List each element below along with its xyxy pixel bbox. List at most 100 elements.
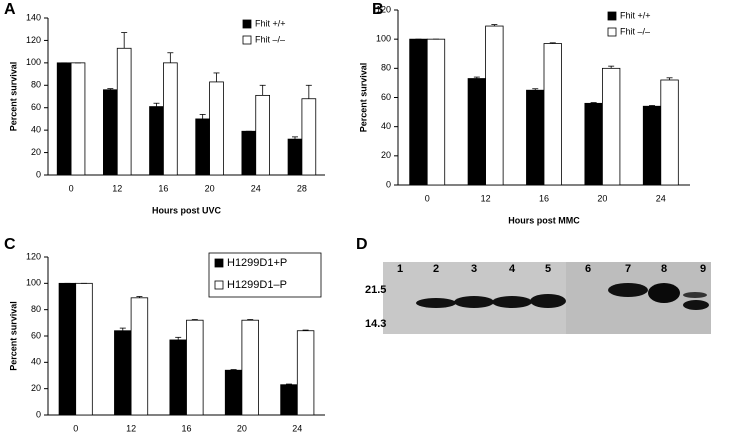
lane-label: 5 xyxy=(545,263,551,275)
bar xyxy=(241,319,259,416)
legend-label: H1299D1+P xyxy=(227,257,287,269)
bar xyxy=(485,25,504,186)
error-bar xyxy=(285,383,292,385)
y-axis-label: Percent survival xyxy=(8,301,18,371)
legend-swatch xyxy=(607,11,617,21)
x-axis-label: Hours post UVC xyxy=(152,445,222,447)
bar xyxy=(56,62,72,176)
error-bar xyxy=(213,72,220,82)
legend-swatch xyxy=(242,19,252,29)
y-tick-label: 120 xyxy=(376,4,391,14)
lane-label: 1 xyxy=(397,263,403,275)
bar xyxy=(114,330,132,416)
bar xyxy=(241,130,257,176)
band xyxy=(416,298,456,308)
marker-label: 14.3 xyxy=(365,318,386,330)
x-tick-label: 16 xyxy=(158,183,168,193)
bar xyxy=(75,282,93,416)
error-bar xyxy=(167,52,174,63)
error-bar xyxy=(608,65,615,69)
x-axis-label: Hours post UVC xyxy=(152,205,222,215)
error-bar xyxy=(107,88,114,90)
bar xyxy=(296,330,315,416)
gel-image-part xyxy=(566,262,711,334)
bar xyxy=(163,62,178,176)
legend-frame xyxy=(208,252,322,298)
bar xyxy=(642,105,662,186)
lane-label: 9 xyxy=(700,263,706,275)
error-bar xyxy=(191,319,198,321)
legend-swatch xyxy=(607,27,617,37)
bar xyxy=(209,81,224,176)
bar xyxy=(255,94,271,176)
lane-label: 7 xyxy=(625,263,631,275)
y-tick-label: 140 xyxy=(26,12,41,22)
bar xyxy=(186,319,204,416)
y-tick-label: 60 xyxy=(381,92,391,102)
error-bar xyxy=(666,77,673,80)
x-tick-label: 24 xyxy=(656,193,666,203)
error-bar xyxy=(230,369,237,371)
error-bar xyxy=(473,76,480,79)
error-bar xyxy=(119,327,126,331)
y-tick-label: 40 xyxy=(381,121,391,131)
error-bar xyxy=(175,336,182,340)
y-tick-label: 20 xyxy=(31,147,41,157)
marker-label: 21.5 xyxy=(365,284,386,296)
error-bar xyxy=(199,114,206,119)
panel-label: A xyxy=(4,1,16,18)
error-bar xyxy=(136,296,143,298)
error-bar xyxy=(649,105,656,107)
y-tick-label: 40 xyxy=(31,357,41,367)
lane-label: 4 xyxy=(509,263,516,275)
error-bar xyxy=(291,136,298,140)
x-tick-label: 0 xyxy=(73,423,78,433)
lane-label: 2 xyxy=(433,263,439,275)
y-tick-label: 60 xyxy=(31,102,41,112)
bar xyxy=(409,38,428,186)
lane-label: 3 xyxy=(471,263,477,275)
y-tick-label: 20 xyxy=(381,150,391,160)
y-tick-label: 80 xyxy=(31,80,41,90)
bar xyxy=(280,384,298,416)
bar xyxy=(584,102,603,186)
error-bar xyxy=(153,102,160,107)
y-tick-label: 100 xyxy=(26,57,41,67)
band xyxy=(492,296,532,308)
error-bar xyxy=(590,102,597,104)
x-tick-label: 20 xyxy=(237,423,247,433)
x-tick-label: 16 xyxy=(539,193,549,203)
gel-panel: D xyxy=(356,236,711,334)
error-bar xyxy=(549,42,556,44)
legend-swatch xyxy=(214,280,224,290)
y-tick-label: 80 xyxy=(381,63,391,73)
y-tick-label: 0 xyxy=(36,409,41,419)
error-bar xyxy=(247,319,254,321)
y-tick-label: 100 xyxy=(376,34,391,44)
band xyxy=(648,283,680,303)
x-tick-label: 12 xyxy=(126,423,136,433)
bar xyxy=(130,297,149,416)
bar xyxy=(467,78,486,186)
panel-label: C xyxy=(4,236,16,253)
x-tick-label: 20 xyxy=(597,193,607,203)
y-axis-label: Percent survival xyxy=(8,62,18,132)
legend-label: Fhit –/– xyxy=(620,26,650,36)
y-tick-label: 0 xyxy=(386,179,391,189)
error-bar xyxy=(121,32,128,49)
y-tick-label: 20 xyxy=(31,383,41,393)
error-bar xyxy=(491,24,498,27)
bar xyxy=(58,282,77,416)
band xyxy=(454,296,494,308)
bar xyxy=(169,339,187,416)
bar xyxy=(149,106,164,176)
bar xyxy=(526,89,545,186)
band xyxy=(683,292,707,298)
lane-label: 8 xyxy=(661,263,667,275)
legend-label: Fhit –/– xyxy=(255,34,285,44)
legend-label: Fhit +/+ xyxy=(620,10,651,20)
x-tick-label: 20 xyxy=(205,183,215,193)
bar xyxy=(103,89,118,176)
y-tick-label: 60 xyxy=(31,330,41,340)
